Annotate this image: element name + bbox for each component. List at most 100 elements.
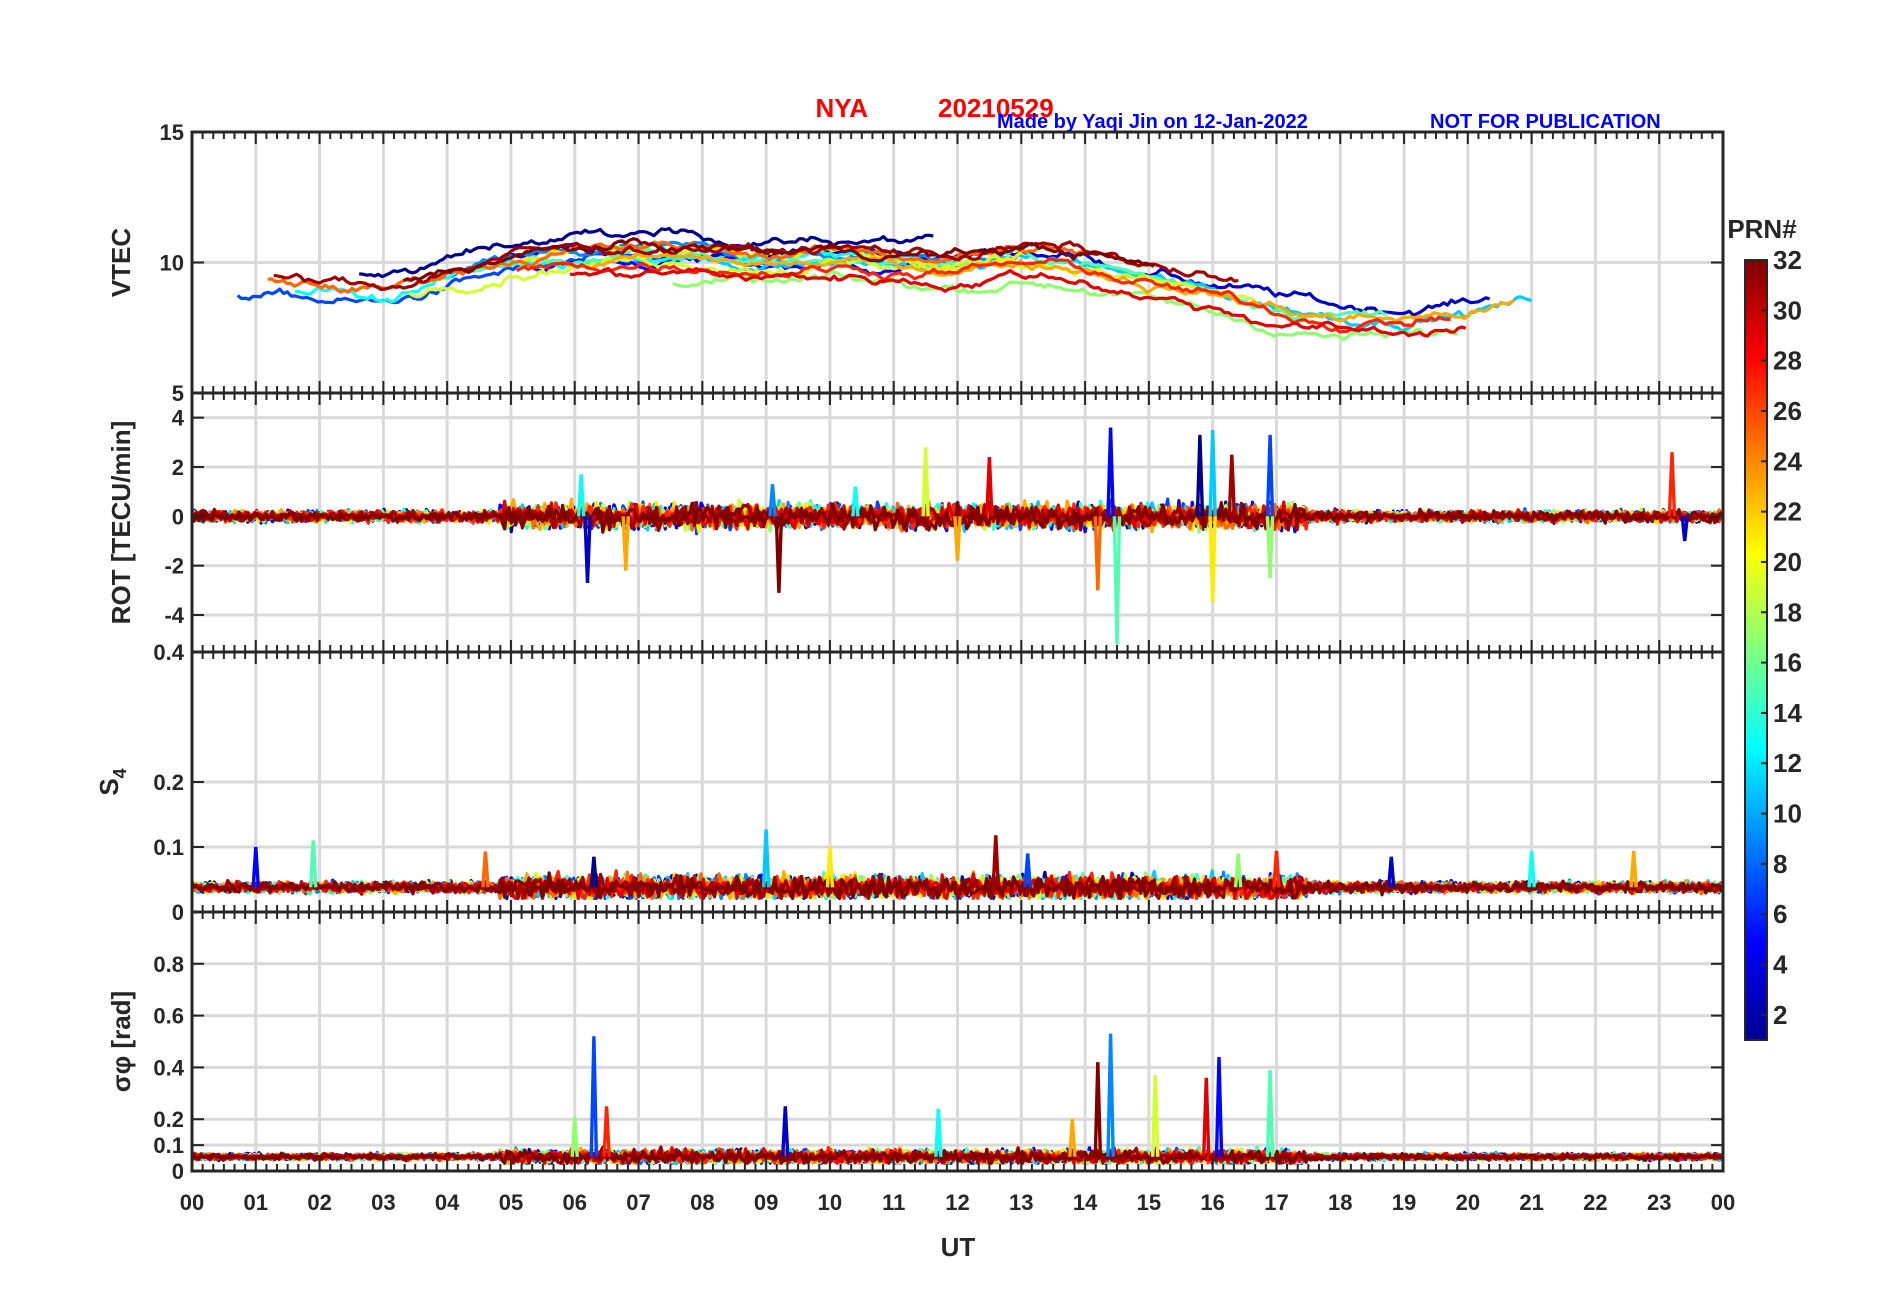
spike-mark (1106, 427, 1115, 517)
spike-mark (583, 516, 592, 583)
y-tick-label: 4 (172, 406, 185, 431)
spike-mark (1106, 1033, 1115, 1157)
colorbar-tick-label: 24 (1773, 446, 1802, 476)
y-axis-label: σφ [rad] (106, 991, 136, 1092)
y-tick-label: 0.2 (153, 770, 184, 795)
panel-s4: 0 0.1 0.2 0.4 S4 (94, 640, 1725, 925)
spike-mark (1667, 452, 1677, 517)
y-tick-label: 10 (160, 251, 184, 276)
spike-mark (1265, 1069, 1275, 1157)
spike-mark (589, 1036, 599, 1157)
spike-mark (251, 846, 260, 888)
date-title: 20210529 (938, 93, 1054, 123)
x-tick-label: 04 (435, 1190, 460, 1215)
colorbar-tick-label: 32 (1773, 245, 1802, 275)
panel-sigma: 00.10.2 0.4 0.6 0.8 σφ [rad] (106, 910, 1725, 1184)
y-tick-label: 0 (172, 504, 184, 529)
spike-mark (1068, 1119, 1077, 1157)
x-tick-label: 08 (690, 1190, 714, 1215)
spike-mark (1202, 1077, 1211, 1157)
y-tick-label: 15 (160, 120, 184, 145)
spike-mark (934, 1108, 943, 1157)
spike-mark (1112, 516, 1122, 645)
x-tick-label: 23 (1647, 1190, 1671, 1215)
y-tick-label: 0.6 (153, 1004, 184, 1029)
x-tick-label: 18 (1328, 1190, 1352, 1215)
spike-mark (602, 1106, 611, 1157)
spike-mark (481, 851, 490, 888)
x-tick-label: 17 (1264, 1190, 1288, 1215)
series-group (192, 1033, 1723, 1165)
series-line-prn-32 (192, 500, 1723, 534)
colorbar-tick-label: 6 (1773, 899, 1787, 929)
spike-mark (761, 829, 771, 888)
spike-mark (1214, 1056, 1224, 1157)
x-tick-label: 14 (1073, 1190, 1098, 1215)
series-line-prn-7 (236, 251, 675, 305)
y-tick-label: 0 (172, 1159, 184, 1184)
x-tick-label: 13 (1009, 1190, 1033, 1215)
colorbar-tick-label: 20 (1773, 547, 1802, 577)
spike-mark (953, 516, 962, 561)
spike-mark (1208, 429, 1217, 517)
y-tick-label: 5 (172, 381, 184, 406)
series-group (192, 427, 1723, 645)
series-line-prn-32 (402, 237, 1155, 283)
spike-mark (1227, 454, 1237, 517)
spike-mark (1527, 850, 1536, 888)
colorbar-tick-label: 12 (1773, 748, 1802, 778)
series-line-prn-29 (569, 266, 1467, 338)
x-tick-label: 02 (307, 1190, 331, 1215)
colorbar-strip (1744, 259, 1768, 1041)
colorbar-label: PRN# (1727, 214, 1797, 244)
spike-mark (825, 846, 835, 888)
spike-mark (1265, 516, 1275, 579)
x-tick-label: 07 (626, 1190, 650, 1215)
spike-mark (1023, 853, 1032, 888)
spike-mark (309, 840, 318, 888)
spike-mark (1195, 434, 1205, 517)
y-tick-label: 0.4 (153, 640, 184, 665)
colorbar-tick-label: 2 (1773, 1000, 1787, 1030)
spike-mark (1629, 850, 1638, 888)
colorbar-tick-label: 18 (1773, 597, 1802, 627)
y-axis-label: VTEC (106, 228, 136, 298)
x-tick-label: 16 (1200, 1190, 1224, 1215)
spike-mark (1387, 856, 1396, 888)
colorbar-tick-label: 16 (1773, 648, 1802, 678)
x-tick-label: 05 (499, 1190, 523, 1215)
y-tick-label: 0.1 (153, 835, 184, 860)
spike-mark (1265, 434, 1275, 517)
x-tick-label: 10 (818, 1190, 842, 1215)
x-tick-label: 15 (1137, 1190, 1161, 1215)
spike-mark (570, 1116, 579, 1157)
y-tick-label: 0.2 (153, 1107, 184, 1132)
spike-mark (1151, 1075, 1160, 1157)
colorbar-tick-label: 8 (1773, 849, 1787, 879)
x-tick-label: 06 (563, 1190, 587, 1215)
series-line-prn-32 (192, 871, 1723, 900)
spike-mark (589, 856, 599, 888)
spike-mark (985, 457, 994, 517)
x-tick-label: 19 (1392, 1190, 1416, 1215)
y-tick-label: -4 (164, 603, 184, 628)
spike-mark (781, 1106, 790, 1157)
spike-mark (1680, 516, 1689, 542)
series-line-prn-19 (407, 253, 1256, 303)
notice-text: NOT FOR PUBLICATION (1430, 111, 1661, 133)
y-tick-label: 0.4 (153, 1055, 184, 1080)
y-tick-label: 0.8 (153, 952, 184, 977)
spike-mark (576, 474, 586, 517)
series-line-prn-23 (565, 251, 1515, 323)
y-tick-label: 0.1 (153, 1133, 184, 1158)
series-group (192, 829, 1723, 900)
colorbar-tick-label: 14 (1773, 698, 1802, 728)
y-axis-label: S4 (94, 768, 130, 795)
y-tick-label: 0 (172, 900, 184, 925)
series-line-prn-1 (359, 226, 934, 279)
spike-mark (768, 484, 777, 517)
y-axis-label: ROT [TECU/min] (106, 421, 136, 625)
x-axis-label: UT (941, 1232, 976, 1262)
